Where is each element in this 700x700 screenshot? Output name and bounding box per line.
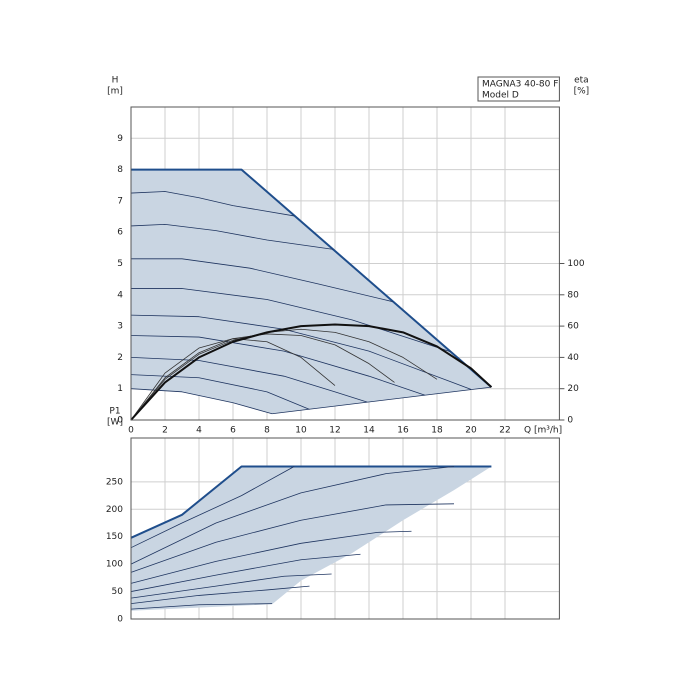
y-tick-label: 100 xyxy=(106,560,123,570)
curve xyxy=(130,191,295,217)
x-axis-label: Q [m³/h] xyxy=(524,426,562,436)
y2-axis-label: eta xyxy=(574,76,589,86)
x-tick-label: 20 xyxy=(465,426,477,436)
y2-axis-label: [%] xyxy=(574,87,590,97)
y2-tick-label: 80 xyxy=(567,290,579,300)
operating-area xyxy=(131,169,492,414)
y-tick-label: 4 xyxy=(117,290,123,300)
curve xyxy=(130,328,438,421)
curve xyxy=(131,168,493,388)
curve xyxy=(130,374,310,410)
y-tick-label: 3 xyxy=(117,322,123,332)
y-tick-label: 200 xyxy=(106,505,123,515)
y-tick-label: 150 xyxy=(106,532,123,542)
x-tick-label: 12 xyxy=(329,426,340,436)
plot-frame xyxy=(130,437,560,620)
curve xyxy=(130,323,493,421)
y-axis-label: H xyxy=(112,76,119,86)
x-tick-label: 8 xyxy=(264,426,270,436)
curve xyxy=(130,585,310,605)
curve xyxy=(130,466,295,549)
y-tick-label: 50 xyxy=(112,587,124,597)
curve xyxy=(130,357,368,403)
y-tick-label: 1 xyxy=(117,384,123,394)
annotation: Model D xyxy=(482,91,519,101)
curve xyxy=(130,603,273,610)
curve xyxy=(130,335,426,396)
x-tick-label: 6 xyxy=(230,426,236,436)
x-tick-label: 0 xyxy=(128,426,134,436)
curve xyxy=(130,573,332,599)
x-tick-label: 16 xyxy=(397,426,409,436)
x-tick-label: 14 xyxy=(363,426,375,436)
curve xyxy=(131,258,393,303)
x-tick-label: 22 xyxy=(499,426,510,436)
y-tick-label: 2 xyxy=(117,353,123,363)
y2-tick-label: 60 xyxy=(567,322,579,332)
curve xyxy=(130,465,492,539)
y-tick-label: 8 xyxy=(117,165,123,175)
curve xyxy=(130,553,361,592)
y2-tick-label: 40 xyxy=(567,353,579,363)
y2-tick-label: 100 xyxy=(567,259,584,269)
curve xyxy=(130,466,455,565)
x-tick-label: 10 xyxy=(295,426,307,436)
curve xyxy=(130,503,455,573)
y-tick-label: 0 xyxy=(117,416,123,426)
y-tick-label: 5 xyxy=(117,259,123,269)
y-axis-label: [W] xyxy=(107,418,123,428)
y-axis-label: [m] xyxy=(107,87,123,97)
annotation: MAGNA3 40-80 F xyxy=(482,80,558,90)
x-tick-label: 18 xyxy=(431,426,443,436)
y-tick-label: 9 xyxy=(117,134,123,144)
y-tick-label: 7 xyxy=(117,196,123,206)
operating-area xyxy=(131,466,492,611)
y-tick-label: 250 xyxy=(106,477,123,487)
curve xyxy=(130,223,334,250)
y-tick-label: 6 xyxy=(117,228,123,238)
y-axis-label: P1 xyxy=(109,407,120,417)
curve xyxy=(131,288,451,353)
y2-tick-label: 20 xyxy=(567,384,579,394)
x-tick-label: 4 xyxy=(196,426,202,436)
y2-tick-label: 0 xyxy=(567,416,573,426)
curve xyxy=(272,386,492,415)
curve xyxy=(130,333,395,421)
annotation-box xyxy=(477,76,560,102)
y-tick-label: 0 xyxy=(117,615,123,625)
curve xyxy=(130,530,412,584)
x-tick-label: 2 xyxy=(162,426,168,436)
curve xyxy=(130,388,273,415)
